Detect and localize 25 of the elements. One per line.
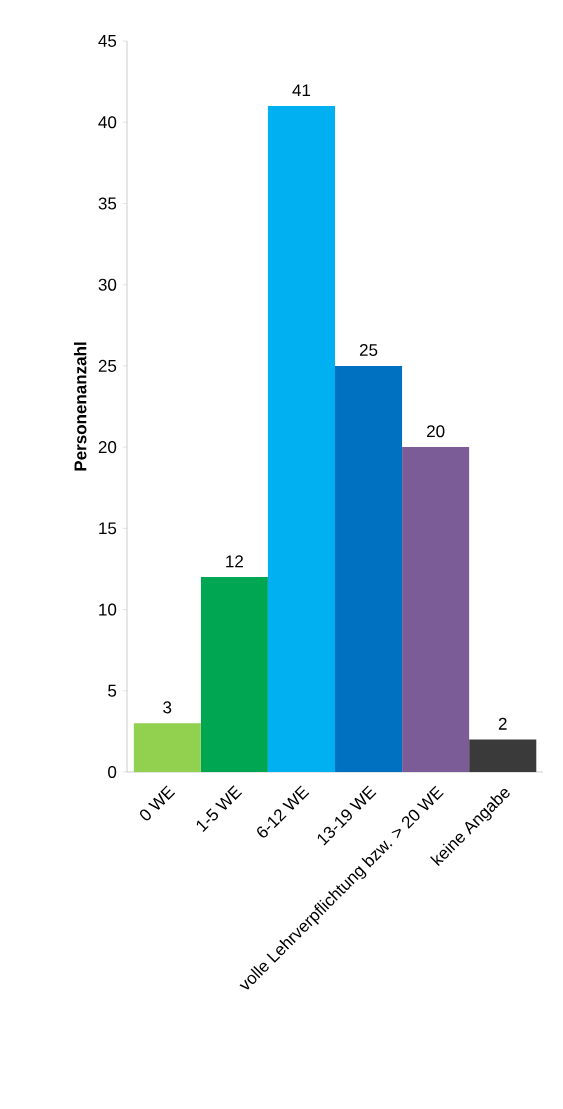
y-tick-label: 0: [108, 765, 117, 779]
bar: [469, 739, 537, 772]
data-label: 20: [427, 425, 445, 438]
y-tick-label: 20: [98, 441, 117, 454]
y-tick-label: 5: [108, 684, 117, 697]
y-tick-label: 45: [98, 35, 117, 47]
bar: [267, 105, 335, 772]
y-tick-label: 10: [99, 603, 117, 616]
y-tick-label: 30: [98, 278, 117, 291]
data-label: 41: [292, 84, 311, 97]
bar: [200, 577, 268, 772]
bar: [133, 723, 201, 772]
y-tick-label: 35: [98, 197, 117, 210]
y-tick-label: 25: [98, 359, 117, 372]
y-tick-label: 40: [98, 116, 117, 129]
x-tick-label: 1-5 WE: [196, 785, 243, 832]
y-axis-title: Personenanzahl: [73, 342, 87, 471]
bar: [335, 365, 403, 772]
data-label: 12: [226, 555, 243, 568]
data-label: 2: [498, 717, 507, 730]
x-tick-label: 0 WE: [140, 785, 176, 821]
data-label: 25: [359, 343, 378, 357]
bar: [402, 447, 470, 772]
y-tick-label: 15: [99, 522, 117, 535]
data-label: 3: [163, 701, 172, 714]
